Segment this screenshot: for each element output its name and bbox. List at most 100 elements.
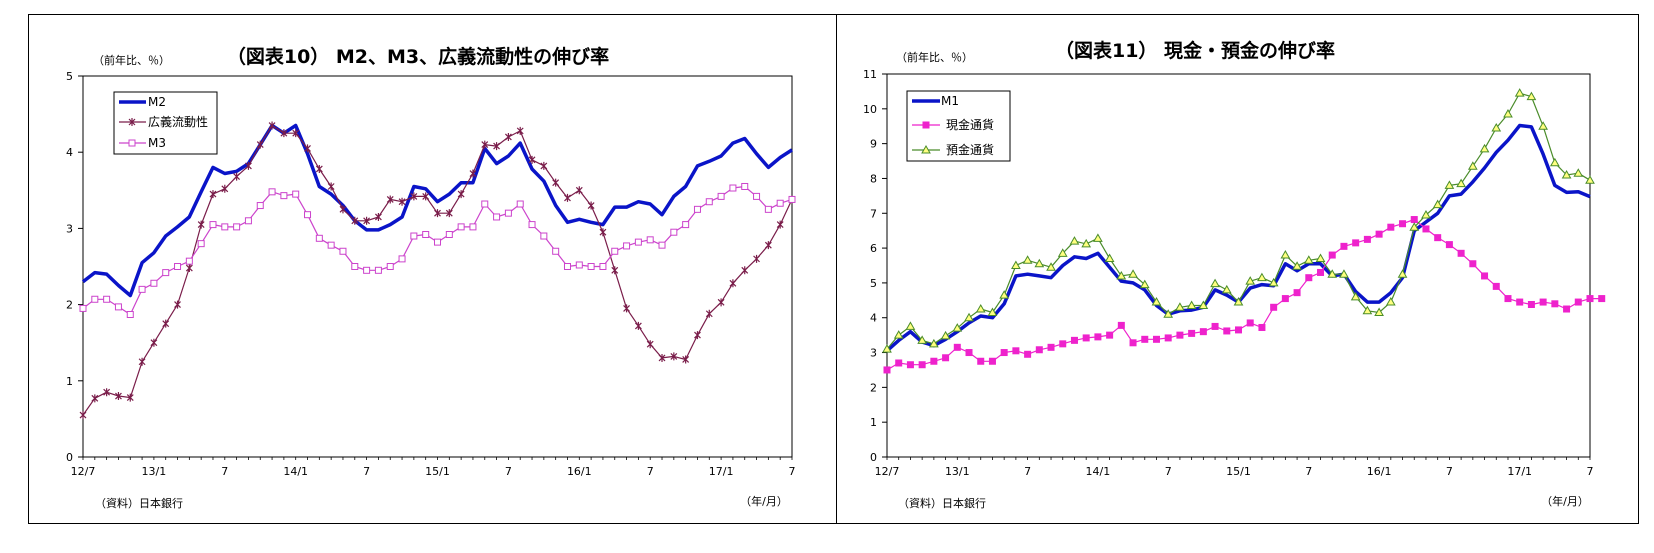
data-point [126,393,134,402]
data-point [682,355,690,364]
x-axis-unit: （年/月） [1541,494,1589,508]
data-point [174,300,181,309]
data-point [1152,335,1160,343]
y-tick-label: 1 [66,375,73,388]
x-tick-label: 7 [789,465,796,478]
data-point [1035,346,1043,354]
data-point [1573,168,1584,177]
data-point [1024,350,1032,358]
data-point [953,343,961,351]
data-point [1445,241,1453,249]
data-point [209,221,217,229]
data-point [197,240,205,248]
x-axis-unit: （年/月） [740,494,788,508]
x-tick-label: 7 [221,465,228,478]
data-point [162,269,170,277]
data-point [1561,169,1572,179]
y-tick-label: 11 [863,68,877,81]
y-tick-label: 9 [870,138,877,151]
chart-m2-m3-liquidity: （図表10） M2、M3、広義流動性の伸び率 （前年比、％） 0 1 2 3 4 5 12… [66,45,796,510]
data-point [197,220,205,229]
data-point [729,184,737,192]
data-point [1469,260,1477,268]
x-tick-label: 7 [505,465,512,478]
data-point [895,359,903,367]
x-tick-label: 15/1 [425,465,450,478]
data-point [481,140,489,149]
data-point [1479,143,1490,153]
data-point [1363,235,1371,243]
data-point [905,321,916,330]
data-point [434,238,441,246]
data-point [79,304,87,312]
data-point [964,312,974,322]
series-1 [79,121,796,420]
data-point [729,279,737,288]
data-point [398,197,406,206]
data-point [1176,331,1184,339]
data-point [1574,298,1582,306]
y-tick-label: 2 [66,299,73,312]
data-point [1397,269,1408,278]
data-point [705,198,713,206]
x-tick-label: 13/1 [142,465,167,478]
data-point [682,221,690,229]
data-point [788,195,796,203]
data-point [930,357,938,365]
data-point [1034,258,1045,268]
data-point [1292,261,1302,270]
data-point [115,392,122,401]
data-point [150,279,158,287]
data-point [776,199,784,207]
data-point [162,319,170,328]
data-point [422,230,430,238]
data-point [1117,321,1125,329]
series-layer [882,88,1606,374]
data-point [1352,239,1360,247]
data-point [126,311,134,319]
data-point [1093,233,1103,242]
legend-marker-glyph [921,144,931,154]
data-point [587,201,595,210]
data-point [185,264,193,273]
y-unit-label: （前年比、％） [93,53,170,67]
data-point [103,388,111,397]
data-point [1327,269,1338,278]
data-point [741,182,749,190]
legend: M2 広義流動性 M3 [113,91,218,155]
legend-marker-liquidity [128,118,136,126]
data-point [1504,295,1512,303]
data-point [1339,269,1349,278]
data-point [1082,334,1090,342]
data-point [623,304,630,313]
data-point [1362,305,1373,315]
data-point [327,241,335,249]
data-point [977,357,985,365]
data-point [1223,327,1231,335]
legend: M1 現金通貨 預金通貨 [906,90,1011,162]
data-point [906,361,914,369]
y-tick-label: 7 [870,207,877,220]
data-point [1293,289,1301,297]
data-point [351,216,359,225]
data-point [91,295,99,303]
x-tick-label: 17/1 [1507,465,1532,478]
data-point [469,169,477,178]
series-line [82,185,793,316]
x-tick-label: 17/1 [709,465,734,478]
data-point [1585,175,1595,184]
y-unit-label: （前年比、％） [896,50,973,64]
data-point [1526,91,1537,101]
data-point [280,192,288,200]
data-point [386,263,394,270]
data-point [1387,223,1395,231]
data-point [457,190,465,199]
y-tick-label: 4 [870,312,877,325]
data-point [599,228,607,237]
data-point [965,349,973,357]
data-point [1444,180,1455,189]
legend-marker-cash [922,121,930,129]
data-point [374,266,382,274]
data-point [1070,336,1078,344]
